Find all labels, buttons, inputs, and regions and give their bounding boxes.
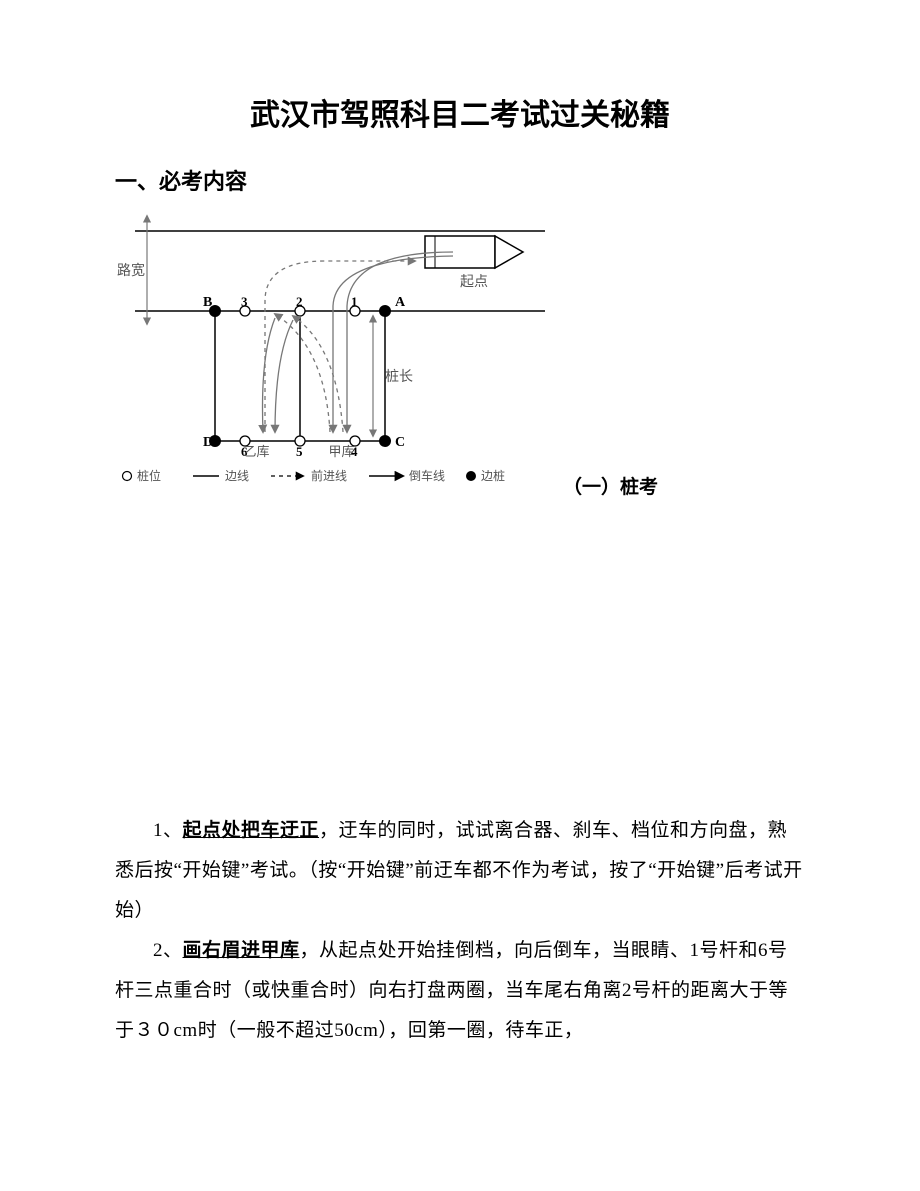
svg-text:桩长: 桩长 [385,368,413,385]
section-heading: 一、必考内容 [115,164,805,196]
para-num: 1、 [153,820,183,841]
para-lead: 画右眉进甲库 [183,940,300,961]
svg-text:桩位: 桩位 [137,468,161,483]
svg-text:前进线: 前进线 [311,468,347,483]
svg-text:3: 3 [241,294,248,309]
para-num: 2、 [153,940,183,961]
svg-text:C: C [395,435,405,450]
svg-text:倒车线: 倒车线 [409,468,445,483]
svg-text:2: 2 [296,294,303,309]
parking-diagram: 路宽起点ABCD123456乙库甲库桩长桩位边线前进线倒车线边桩 [115,206,555,511]
svg-text:起点: 起点 [460,274,488,290]
para-lead: 起点处把车迂正 [183,820,320,841]
sub-heading: （一）桩考 [563,472,658,511]
svg-text:路宽: 路宽 [117,262,145,279]
svg-text:1: 1 [351,294,358,309]
para-2: 2、画右眉进甲库，从起点处开始挂倒档，向后倒车，当眼睛、1号杆和6号杆三点重合时… [115,931,805,1051]
svg-text:乙库: 乙库 [244,444,270,459]
para-1: 1、起点处把车迂正，迂车的同时，试试离合器、刹车、档位和方向盘，熟悉后按“开始键… [115,811,805,931]
svg-text:5: 5 [296,444,303,459]
svg-text:A: A [395,295,406,310]
body-text: 1、起点处把车迂正，迂车的同时，试试离合器、刹车、档位和方向盘，熟悉后按“开始键… [115,811,805,1051]
svg-text:D: D [203,435,213,450]
doc-title: 武汉市驾照科目二考试过关秘籍 [115,90,805,134]
svg-text:B: B [203,295,212,310]
svg-text:边线: 边线 [225,469,249,483]
svg-text:甲库: 甲库 [329,444,355,459]
svg-text:边桩: 边桩 [481,468,505,483]
